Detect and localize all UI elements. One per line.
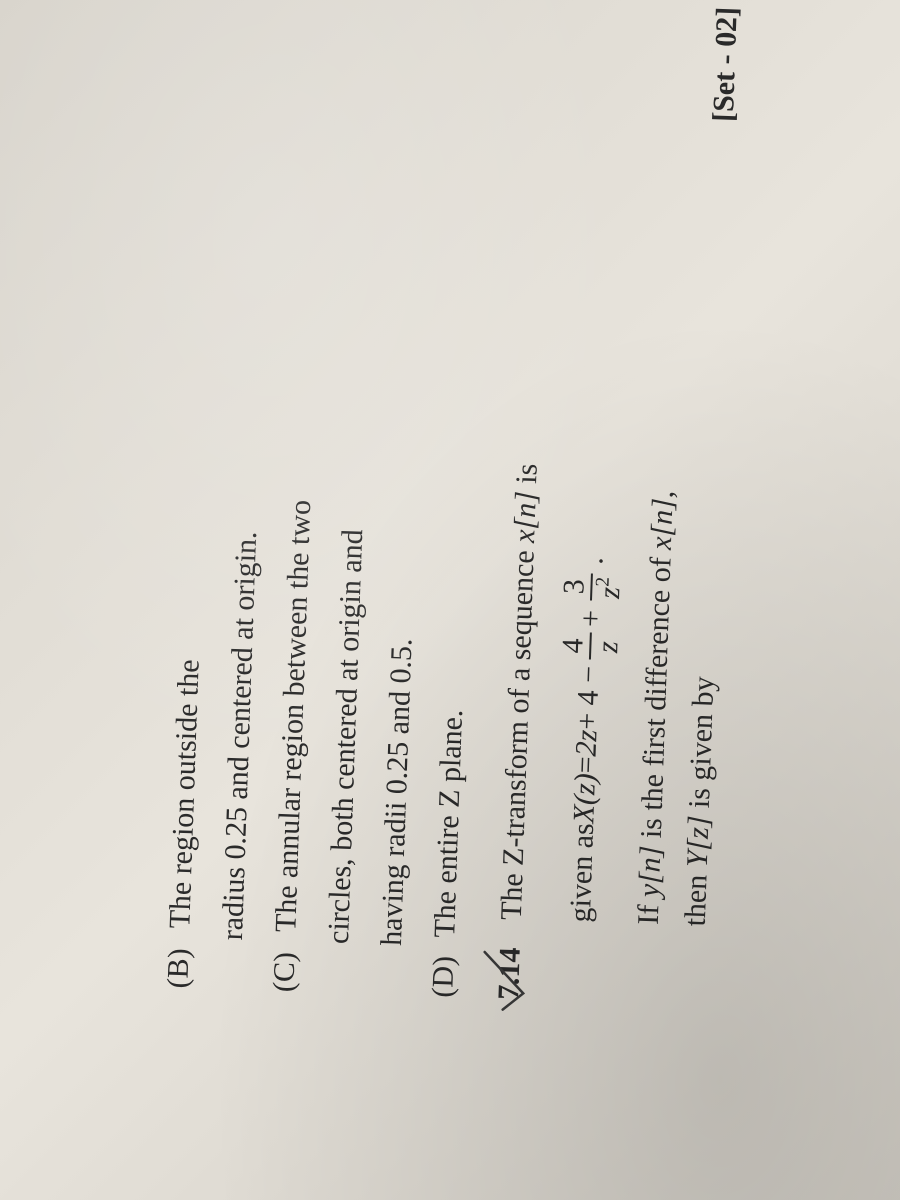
textbook-page: (B) The region outside the radius 0.25 a… — [113, 0, 786, 1058]
set-label: [Set - 02] — [707, 6, 745, 122]
equation-equals: = — [563, 756, 609, 774]
result-yz: Y[z] — [681, 815, 716, 868]
question-intro-part2: is — [510, 463, 544, 492]
result-part1: then — [679, 867, 714, 927]
equation-frac2-num: 3 — [557, 573, 593, 601]
option-d-label: (D) — [420, 947, 467, 999]
equation-term1: 2z — [564, 729, 610, 757]
equation-lhs: X(z) — [561, 772, 608, 824]
equation-frac2-den-exp: 2 — [592, 577, 613, 587]
option-c-label: (C) — [261, 941, 308, 993]
equation-frac1-num: 4 — [555, 632, 591, 660]
equation-frac1-den: z — [590, 635, 624, 660]
question-number-text: 7.14 — [492, 947, 527, 1001]
equation-plus1: + 4 − — [564, 665, 611, 730]
question-result: then Y[z] is given by — [679, 676, 722, 927]
equation-given-prefix: given as — [558, 822, 606, 923]
option-b-label: (B) — [155, 938, 202, 990]
followup-part2: is the first difference of — [634, 549, 677, 846]
result-part2: is given by — [683, 676, 721, 816]
equation-end: . — [570, 556, 615, 565]
followup-xn: x[n] — [645, 498, 680, 551]
question-intro-xn: x[n] — [508, 491, 543, 544]
followup-yn: y[n] — [633, 845, 668, 898]
question-intro-part1: The Z-transform of a sequence — [495, 542, 541, 920]
equation-frac2-den: z2 — [592, 571, 627, 606]
equation-frac1: 4 z — [555, 632, 624, 661]
equation-frac2: 3 z2 — [557, 569, 627, 605]
followup-part1: If — [632, 897, 666, 926]
question-number: 7.14 — [485, 919, 536, 1001]
equation-frac2-den-base: z — [593, 586, 626, 599]
followup-part3: , — [647, 490, 680, 499]
equation-plus2: + — [568, 609, 614, 627]
